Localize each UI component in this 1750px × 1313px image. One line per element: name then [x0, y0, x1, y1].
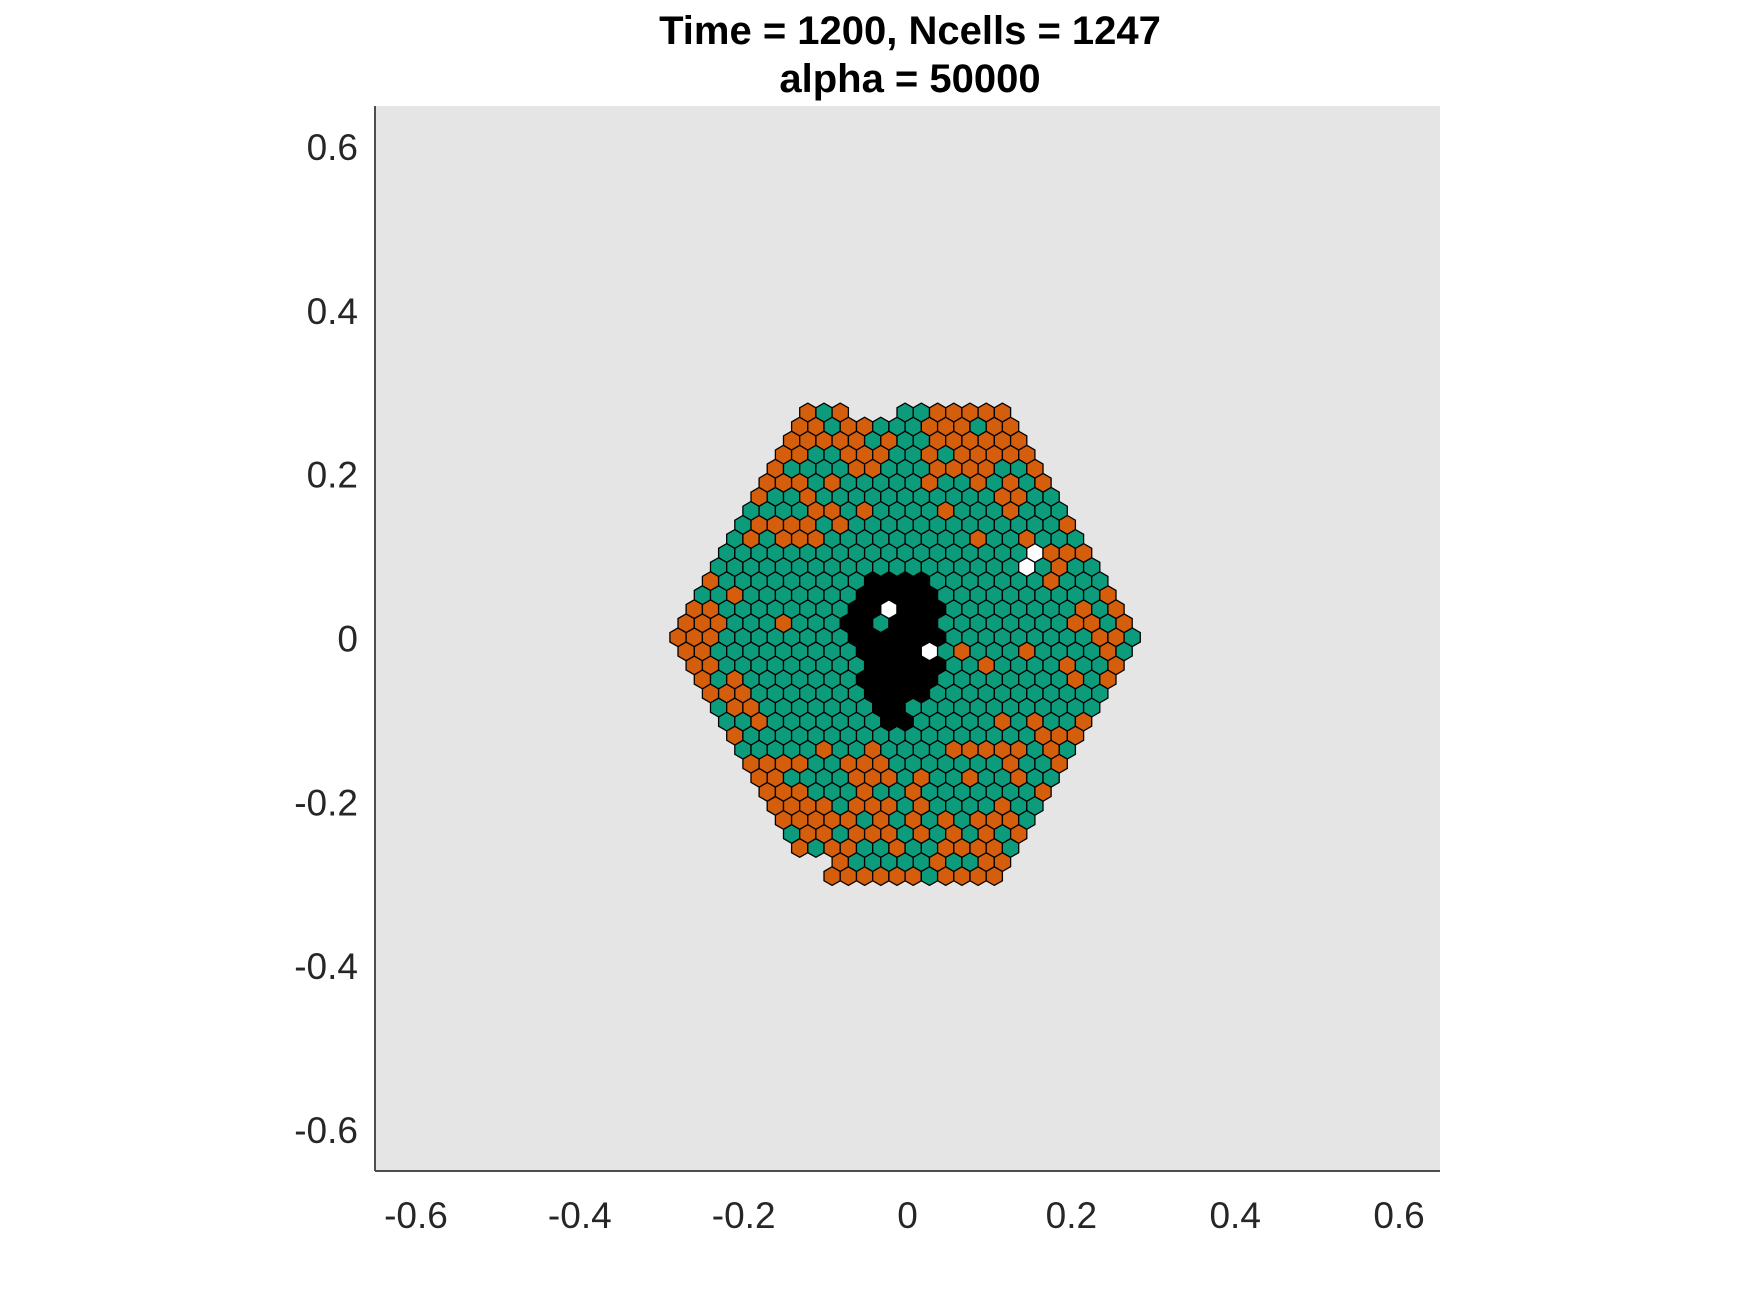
cell	[977, 402, 995, 423]
cell	[961, 402, 979, 423]
cell	[855, 416, 874, 437]
x-ticks: -0.6 -0.4 -0.2 0 0.2 0.4 0.6	[384, 1195, 1425, 1236]
x-tick-label: -0.6	[384, 1195, 448, 1236]
cell	[896, 402, 914, 423]
chart-subtitle: alpha = 50000	[779, 57, 1040, 101]
cell	[912, 402, 931, 423]
y-tick-label: -0.2	[294, 782, 358, 823]
x-tick-label: -0.2	[712, 1195, 776, 1236]
y-tick-label: 0	[337, 619, 358, 660]
y-ticks: 0.6 0.4 0.2 0 -0.2 -0.4 -0.6	[294, 127, 358, 1151]
y-tick-label: -0.4	[294, 946, 358, 987]
cell	[872, 416, 890, 437]
cell	[945, 402, 963, 423]
cell	[799, 402, 817, 423]
cell	[831, 402, 850, 423]
y-tick-label: 0.6	[307, 127, 358, 168]
cell-colony	[669, 402, 1141, 887]
y-tick-label: -0.6	[294, 1110, 358, 1151]
x-tick-label: -0.4	[548, 1195, 612, 1236]
x-tick-label: 0.4	[1209, 1195, 1260, 1236]
x-tick-label: 0.2	[1046, 1195, 1097, 1236]
cell	[815, 402, 833, 423]
x-tick-label: 0.6	[1373, 1195, 1424, 1236]
chart-title: Time = 1200, Ncells = 1247	[659, 9, 1161, 53]
x-tick-label: 0	[897, 1195, 918, 1236]
y-tick-label: 0.4	[307, 291, 358, 332]
y-tick-label: 0.2	[307, 455, 358, 496]
cell	[928, 402, 947, 423]
cell	[993, 402, 1012, 423]
